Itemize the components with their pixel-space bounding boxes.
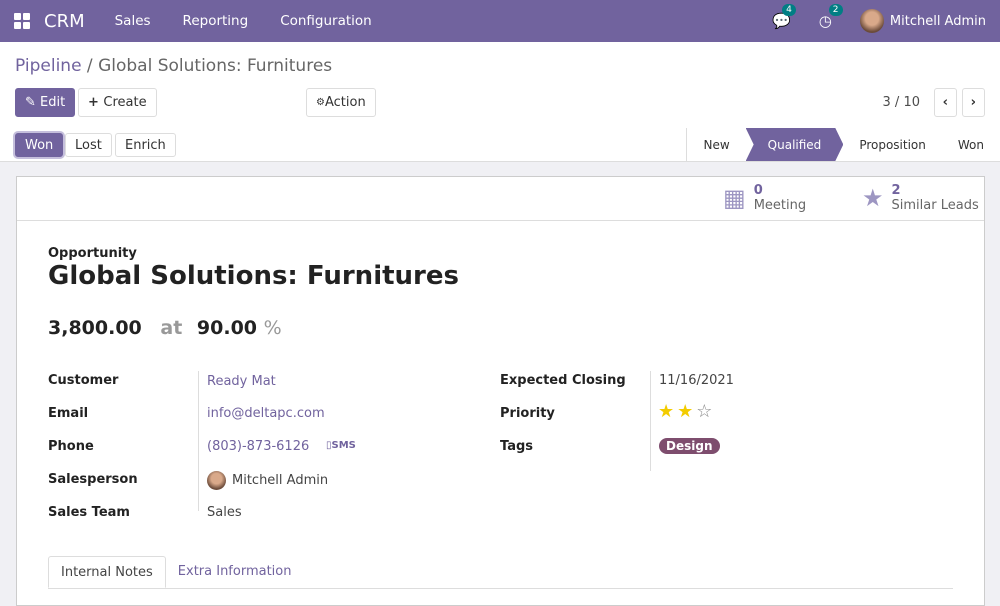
- sales-team-value[interactable]: Sales: [207, 505, 242, 520]
- activities-icon[interactable]: ◷ 2: [819, 4, 843, 30]
- tab-internal-notes[interactable]: Internal Notes: [48, 556, 166, 588]
- plus-icon: +: [88, 95, 104, 110]
- breadcrumb-current: Global Solutions: Furnitures: [98, 56, 333, 76]
- button-box: ▦ 0 Meeting ★ 2 Similar Leads: [17, 177, 984, 221]
- priority-label: Priority: [500, 406, 555, 421]
- sms-label: SMS: [331, 440, 356, 451]
- breadcrumb: Pipeline / Global Solutions: Furnitures: [15, 56, 333, 76]
- salesperson-avatar: [207, 471, 226, 490]
- phone-label: Phone: [48, 439, 94, 454]
- action-button[interactable]: ⚙ Action: [306, 88, 376, 117]
- percent-sign: %: [263, 317, 282, 339]
- meeting-button[interactable]: ▦ 0 Meeting: [723, 183, 806, 213]
- similar-leads-button[interactable]: ★ 2 Similar Leads: [862, 183, 979, 213]
- pager-next-button[interactable]: ›: [961, 88, 985, 117]
- revenue-line: 3,800.00 at 90.00 %: [48, 317, 282, 339]
- chevron-right-icon: ›: [970, 95, 976, 110]
- navbar: CRM Sales Reporting Configuration 💬 4 ◷ 2 …: [0, 0, 1000, 42]
- salesperson-field[interactable]: Mitchell Admin: [207, 471, 328, 490]
- menu-reporting[interactable]: Reporting: [182, 13, 249, 29]
- similar-leads-label: Similar Leads: [891, 198, 979, 213]
- pager-value: 3 / 10: [882, 95, 920, 110]
- breadcrumb-pipeline[interactable]: Pipeline: [15, 56, 82, 76]
- star-filled-icon[interactable]: ★: [658, 401, 675, 422]
- email-label: Email: [48, 406, 89, 421]
- tags-label: Tags: [500, 439, 534, 454]
- meeting-count: 0: [753, 183, 763, 198]
- tab-extra-information[interactable]: Extra Information: [177, 564, 292, 579]
- tag-design[interactable]: Design: [659, 438, 720, 454]
- edit-button[interactable]: ✎ Edit: [15, 88, 76, 117]
- won-button[interactable]: Won: [15, 133, 64, 157]
- sms-button[interactable]: ▯SMS: [326, 440, 356, 451]
- pencil-icon: ✎: [25, 95, 41, 110]
- pager-previous-button[interactable]: ‹: [933, 88, 957, 117]
- form-sheet: ▦ 0 Meeting ★ 2 Similar Leads Opportunity Gl…: [16, 176, 985, 606]
- stage-proposition[interactable]: Proposition: [859, 137, 926, 152]
- edit-label: Edit: [40, 95, 66, 110]
- star-filled-icon[interactable]: ★: [677, 401, 694, 422]
- meeting-label: Meeting: [753, 198, 807, 213]
- similar-leads-count: 2: [891, 183, 901, 198]
- divider: [650, 371, 651, 471]
- messages-icon[interactable]: 💬 4: [772, 4, 796, 30]
- probability[interactable]: 90.00: [196, 317, 258, 339]
- stage-qualified[interactable]: Qualified: [746, 128, 844, 161]
- salesperson-label: Salesperson: [48, 472, 138, 487]
- calendar-icon: ▦: [723, 184, 746, 212]
- stage-won[interactable]: Won: [957, 137, 984, 152]
- gear-icon: ⚙: [316, 97, 325, 108]
- apps-menu-icon[interactable]: [14, 13, 30, 29]
- menu-configuration[interactable]: Configuration: [280, 13, 372, 29]
- menu-sales[interactable]: Sales: [114, 13, 151, 29]
- star-icon: ★: [862, 184, 884, 212]
- chevron-left-icon: ‹: [942, 95, 948, 110]
- sales-team-label: Sales Team: [48, 505, 130, 520]
- statusbar: Won Lost Enrich New Qualified Propositio…: [0, 128, 1000, 162]
- expected-closing-label: Expected Closing: [500, 373, 626, 388]
- user-avatar[interactable]: [859, 9, 884, 33]
- lost-button[interactable]: Lost: [65, 133, 112, 157]
- app-name[interactable]: CRM: [44, 10, 85, 32]
- expected-closing-value[interactable]: 11/16/2021: [659, 373, 734, 388]
- customer-label: Customer: [48, 373, 119, 388]
- activities-badge: 2: [828, 4, 843, 16]
- create-button[interactable]: + Create: [78, 88, 157, 117]
- priority-stars: ★ ★ ☆: [658, 401, 715, 422]
- at-label: at: [160, 317, 183, 339]
- action-label: Action: [324, 95, 366, 110]
- star-empty-icon[interactable]: ☆: [696, 401, 713, 422]
- record-name[interactable]: Global Solutions: Furnitures: [48, 261, 459, 291]
- expected-revenue[interactable]: 3,800.00: [48, 317, 142, 339]
- phone-link[interactable]: (803)-873-6126: [207, 439, 310, 454]
- stage-pipeline: New Qualified Proposition Won: [686, 128, 1000, 161]
- stage-new[interactable]: New: [703, 137, 730, 152]
- email-link[interactable]: info@deltapc.com: [207, 406, 325, 421]
- mobile-icon: ▯: [326, 440, 332, 451]
- create-label: Create: [103, 95, 147, 110]
- notebook-tabs: Internal Notes Extra Information: [48, 556, 953, 589]
- record-type: Opportunity: [48, 246, 137, 261]
- customer-link[interactable]: Ready Mat: [207, 374, 276, 389]
- user-name[interactable]: Mitchell Admin: [889, 13, 986, 29]
- salesperson-name: Mitchell Admin: [232, 473, 329, 488]
- enrich-button[interactable]: Enrich: [115, 133, 176, 157]
- messages-badge: 4: [782, 4, 796, 16]
- divider: [198, 371, 199, 511]
